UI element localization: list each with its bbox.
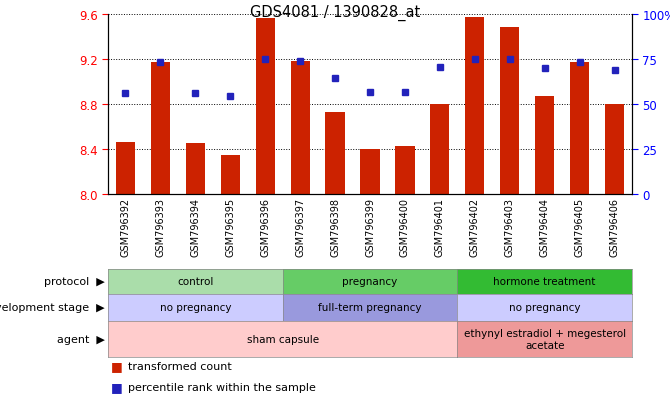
Text: hormone treatment: hormone treatment	[494, 277, 596, 287]
Text: GDS4081 / 1390828_at: GDS4081 / 1390828_at	[250, 5, 420, 21]
Bar	[535, 97, 554, 195]
Text: percentile rank within the sample: percentile rank within the sample	[128, 382, 316, 392]
Text: protocol  ▶: protocol ▶	[44, 277, 105, 287]
Bar	[570, 63, 589, 195]
Text: ethynyl estradiol + megesterol
acetate: ethynyl estradiol + megesterol acetate	[464, 328, 626, 350]
Bar	[605, 105, 624, 195]
Bar	[116, 143, 135, 195]
Bar	[291, 62, 310, 195]
Bar	[395, 146, 415, 195]
Text: pregnancy: pregnancy	[342, 277, 397, 287]
Text: transformed count: transformed count	[128, 361, 232, 371]
Bar	[326, 113, 344, 195]
Text: full-term pregnancy: full-term pregnancy	[318, 303, 421, 313]
Bar	[500, 28, 519, 195]
Text: ■: ■	[111, 380, 123, 393]
Bar	[220, 155, 240, 195]
Bar	[430, 105, 450, 195]
Text: no pregnancy: no pregnancy	[509, 303, 580, 313]
Bar	[360, 150, 380, 195]
Text: ■: ■	[111, 360, 123, 373]
Bar	[465, 18, 484, 195]
Bar	[255, 19, 275, 195]
Text: development stage  ▶: development stage ▶	[0, 303, 105, 313]
Text: no pregnancy: no pregnancy	[159, 303, 231, 313]
Bar	[151, 63, 170, 195]
Text: agent  ▶: agent ▶	[57, 334, 105, 344]
Text: sham capsule: sham capsule	[247, 334, 319, 344]
Bar	[186, 144, 205, 195]
Text: control: control	[177, 277, 214, 287]
